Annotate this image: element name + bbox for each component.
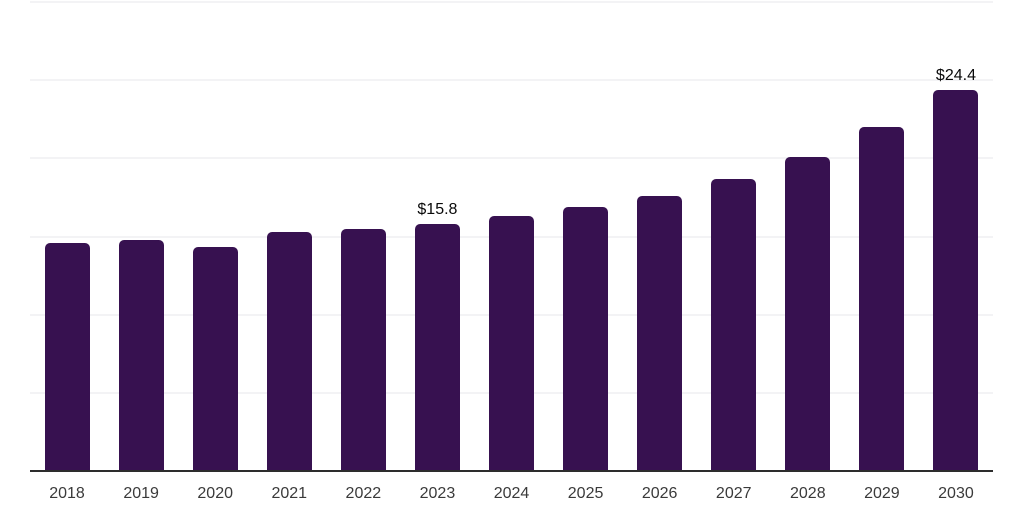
bar-2028: [785, 156, 831, 471]
x-tick-2027: 2027: [715, 485, 752, 502]
x-tick-2023: 2023: [419, 485, 456, 502]
bar-2023: [414, 224, 460, 471]
x-tick-2030: 2030: [938, 485, 974, 502]
x-tick-2025: 2025: [567, 485, 604, 502]
bar-2029: [859, 127, 905, 471]
gridline-25: [30, 79, 993, 82]
bar-2030: [933, 89, 979, 471]
x-tick-2022: 2022: [345, 485, 382, 502]
bar-2026: [637, 195, 683, 471]
x-tick-2021: 2021: [271, 485, 308, 502]
bar-2025: [563, 206, 609, 471]
x-tick-2028: 2028: [790, 485, 826, 502]
bar-2021: [266, 231, 312, 471]
value-label-2023: $15.8: [417, 201, 458, 219]
x-tick-2029: 2029: [864, 485, 900, 502]
bar-2019: [118, 239, 164, 471]
plot-area: $15.8 $24.4: [30, 1, 993, 471]
x-axis-line: [30, 470, 993, 472]
bar-2024: [489, 216, 534, 471]
gridline-30: [30, 1, 993, 3]
bar-2022: [340, 228, 386, 471]
value-label-2030: $24.4: [935, 66, 976, 84]
x-tick-2019: 2019: [123, 485, 159, 502]
bar-2027: [711, 178, 757, 471]
x-tick-2020: 2020: [197, 485, 233, 502]
x-axis-labels: 2018 2019 2020 2021 2022 2023 2024 2025 2026 2027…: [30, 485, 993, 505]
bar-2018: [44, 242, 90, 471]
x-tick-2026: 2026: [641, 485, 678, 502]
bar-2020: [192, 247, 238, 471]
gridline-20: [30, 157, 993, 160]
x-tick-2018: 2018: [49, 485, 85, 502]
x-tick-2024: 2024: [493, 485, 530, 502]
